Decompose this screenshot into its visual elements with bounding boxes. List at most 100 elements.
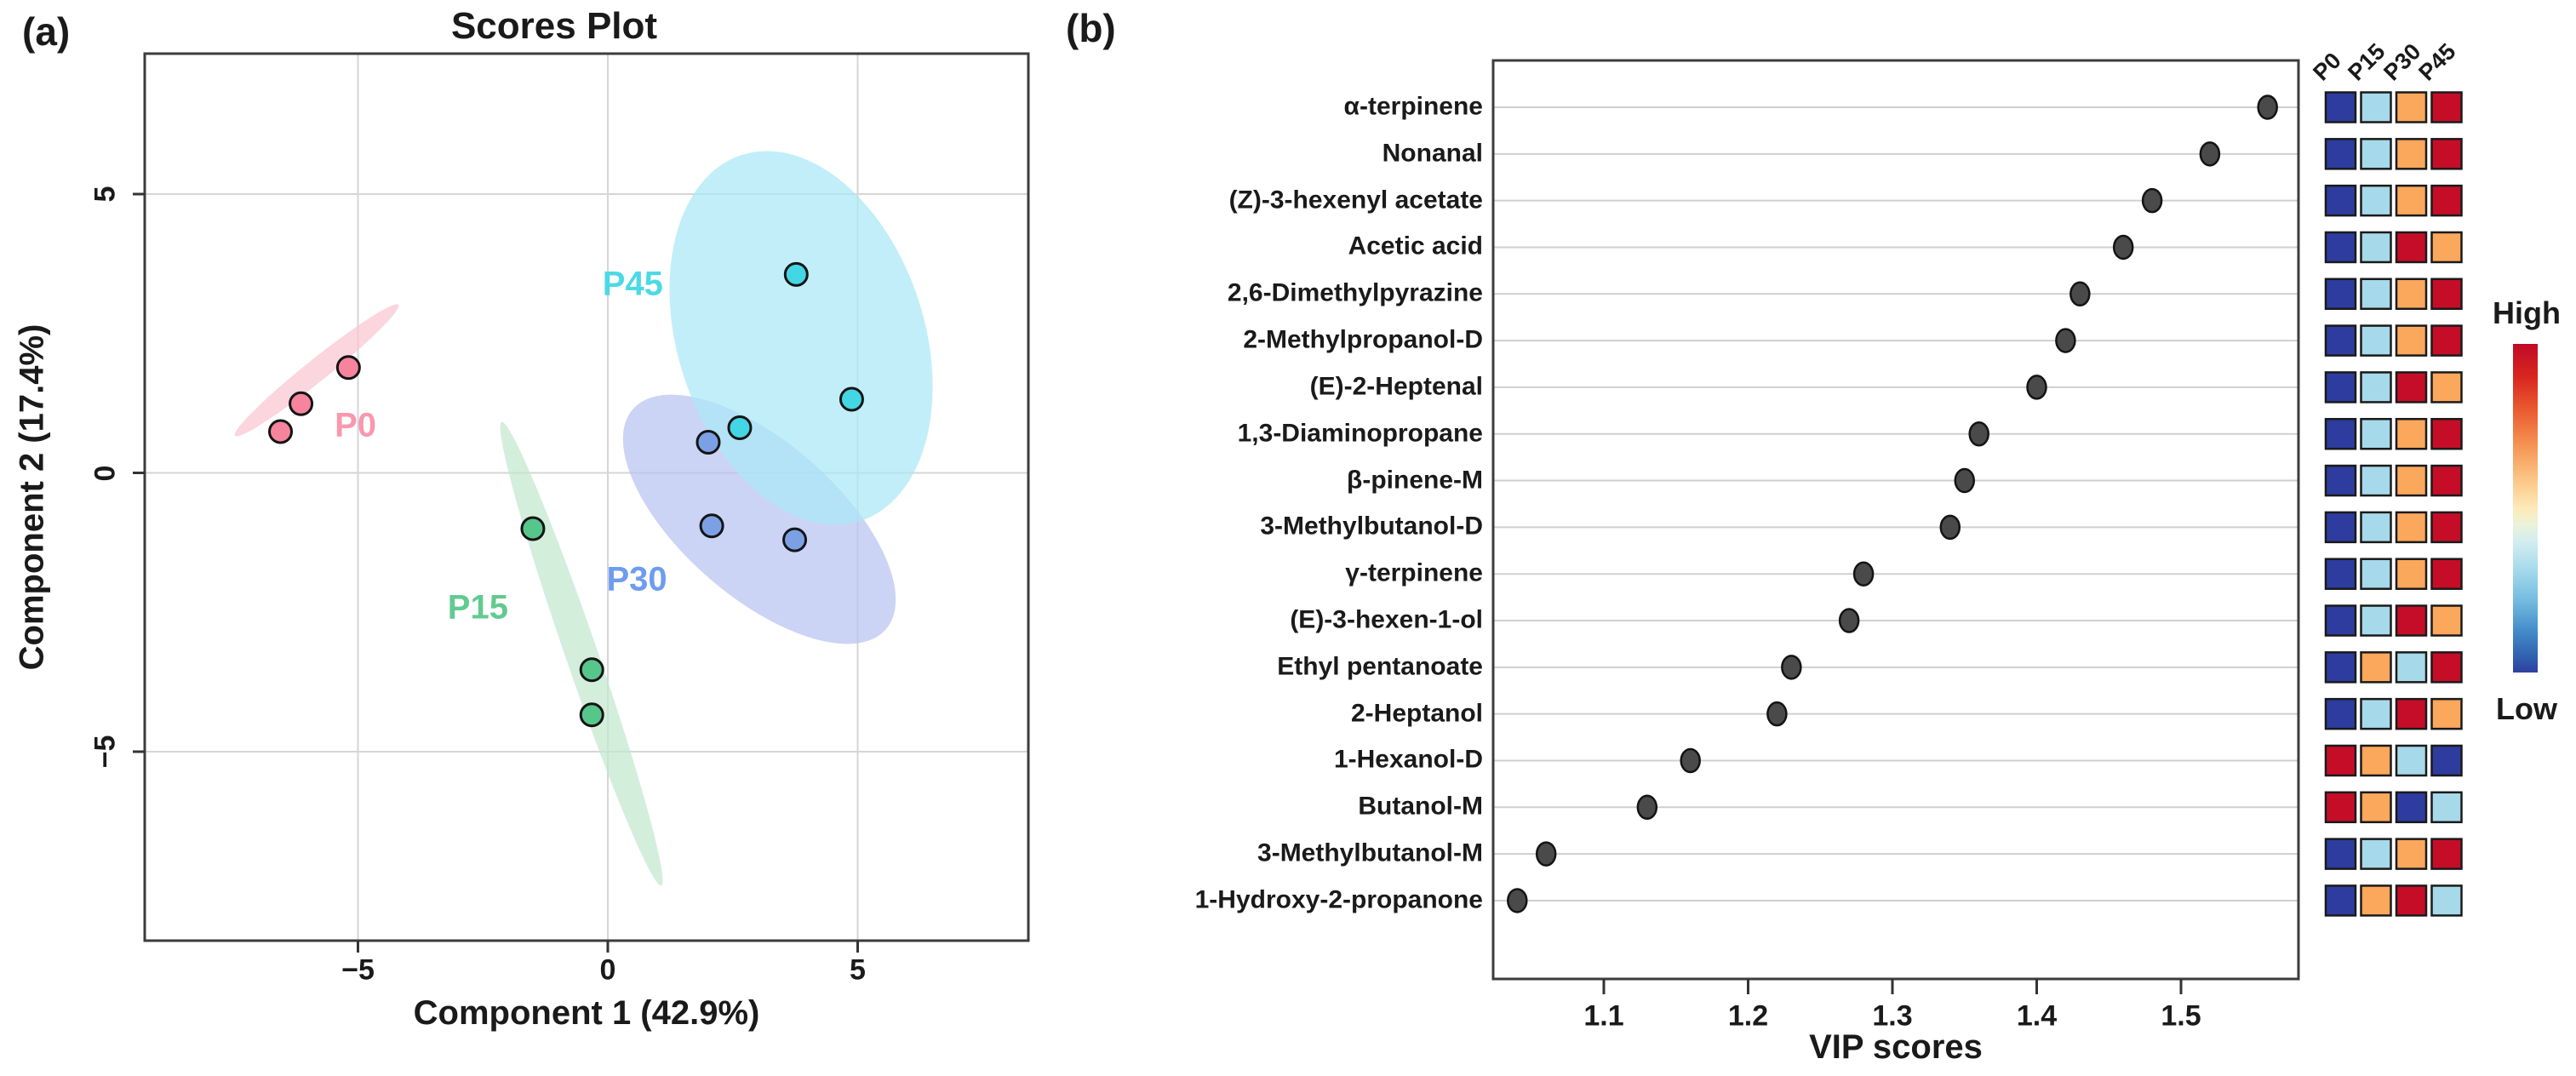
heatmap-cell [2430,464,2463,497]
heatmap-cell [2430,558,2463,590]
vip-dot [1507,888,1528,913]
scatter-point-p0 [289,391,314,416]
panel-b-x-tick-label: 1.2 [1727,999,1769,1033]
vip-dot [2199,141,2221,167]
heatmap-cell [2360,91,2392,123]
heatmap-cell [2395,278,2428,311]
heatmap-cell [2324,884,2357,917]
panel-a-x-tick-label: 5 [850,953,866,987]
panel-a-plot-border [143,52,1030,942]
heatmap-cell [2430,231,2463,264]
vip-dot [1954,467,1975,494]
heatmap-cell [2395,884,2428,917]
vip-dot [1838,608,1860,633]
heatmap-cell [2430,697,2463,730]
heatmap-cell [2324,231,2357,264]
scatter-point-p45 [783,261,809,287]
heatmap-cell [2430,278,2463,311]
heatmap-cell [2395,324,2428,357]
vip-dot [2257,94,2278,120]
scatter-point-p30 [696,429,721,455]
heatmap-cell [2430,838,2463,870]
scatter-point-p0 [335,355,361,381]
heatmap-cell [2430,744,2463,777]
group-label-p45: P45 [602,265,663,303]
vip-dot [2141,187,2163,214]
heatmap-cell [2324,791,2357,824]
colorbar [2513,344,2538,672]
group-label-p30: P30 [606,560,667,598]
panel-a-y-tick-label: 5 [89,186,122,203]
compound-label: Nonanal [1382,139,1483,168]
compound-label: 1-Hydroxy-2-propanone [1194,885,1483,914]
colorbar-low-label: Low [2496,691,2557,726]
scatter-point-p30 [699,513,724,539]
heatmap-cell [2324,138,2357,170]
compound-label: α-terpinene [1343,92,1483,121]
heatmap-cell [2360,138,2392,170]
heatmap-cell [2395,184,2428,217]
compound-label: 2-Heptanol [1350,698,1483,727]
compound-label: 2,6-Dimethylpyrazine [1227,278,1483,307]
heatmap-cell [2430,884,2463,917]
scatter-point-p30 [782,527,808,552]
panel-b-x-tick-label: 1.5 [2161,999,2201,1033]
heatmap-cell [2430,184,2463,217]
compound-label: (E)-3-hexen-1-ol [1290,605,1483,634]
compound-label: Ethyl pentanoate [1277,652,1483,681]
panel-b-x-tick-label: 1.4 [2016,999,2058,1033]
heatmap-cell [2395,791,2428,824]
vip-dot [1680,747,1701,774]
panel-a-y-tick-label: 0 [89,465,122,481]
heatmap-cell [2430,604,2463,637]
panel-b-tag: (b) [1066,6,1116,50]
vip-dot [1781,655,1802,680]
heatmap-cell [2324,464,2357,497]
heatmap-cell [2395,231,2428,264]
compound-label: γ-terpinene [1345,558,1483,587]
compound-label: 2-Methylpropanol-D [1243,325,1483,354]
heatmap-cell [2360,278,2392,311]
heatmap-cell [2430,791,2463,824]
heatmap-cell [2395,91,2428,123]
heatmap-cell [2395,838,2428,870]
heatmap-cell [2324,651,2357,684]
group-label-p15: P15 [447,588,508,627]
panel-a-x-tick-label: 0 [599,953,616,987]
scatter-point-p45 [727,415,753,440]
heatmap-cell [2360,651,2392,684]
heatmap-cell [2430,417,2463,450]
heatmap-cell [2430,91,2463,123]
vip-dot [2069,281,2091,307]
panel-a-y-tick-label: −5 [89,735,122,769]
heatmap-cell [2324,744,2357,777]
scatter-point-p15 [520,516,546,541]
scatter-point-p45 [839,386,864,412]
heatmap-cell [2360,604,2392,637]
heatmap-cell [2324,278,2357,311]
compound-label: (Z)-3-hexenyl acetate [1228,185,1483,214]
panel-b-x-tick-label: 1.3 [1872,999,1913,1033]
compound-label: 1,3-Diaminopropane [1237,419,1483,448]
heatmap-cell [2360,884,2392,917]
scatter-point-p15 [579,702,604,728]
heatmap-cell [2430,324,2463,357]
heatmap-cell [2324,604,2357,637]
heatmap-cell [2360,791,2392,824]
heatmap-cell [2360,231,2392,264]
heatmap-cell [2324,184,2357,217]
heatmap-cell [2430,511,2463,544]
heatmap-cell [2360,371,2392,404]
compound-label: (E)-2-Heptenal [1309,372,1483,401]
heatmap-cell [2324,558,2357,590]
panel-b-x-tick-label: 1.1 [1583,999,1624,1033]
colorbar-high-label: High [2493,295,2561,330]
heatmap-cell [2360,511,2392,544]
compound-label: 3-Methylbutanol-D [1260,512,1483,541]
vip-dot [1968,421,1989,447]
heatmap-cell [2395,697,2428,730]
panel-b-plot-border [1491,59,2300,981]
vip-dot [2055,328,2076,353]
heatmap-cell [2395,651,2428,684]
heatmap-cell [2324,838,2357,870]
